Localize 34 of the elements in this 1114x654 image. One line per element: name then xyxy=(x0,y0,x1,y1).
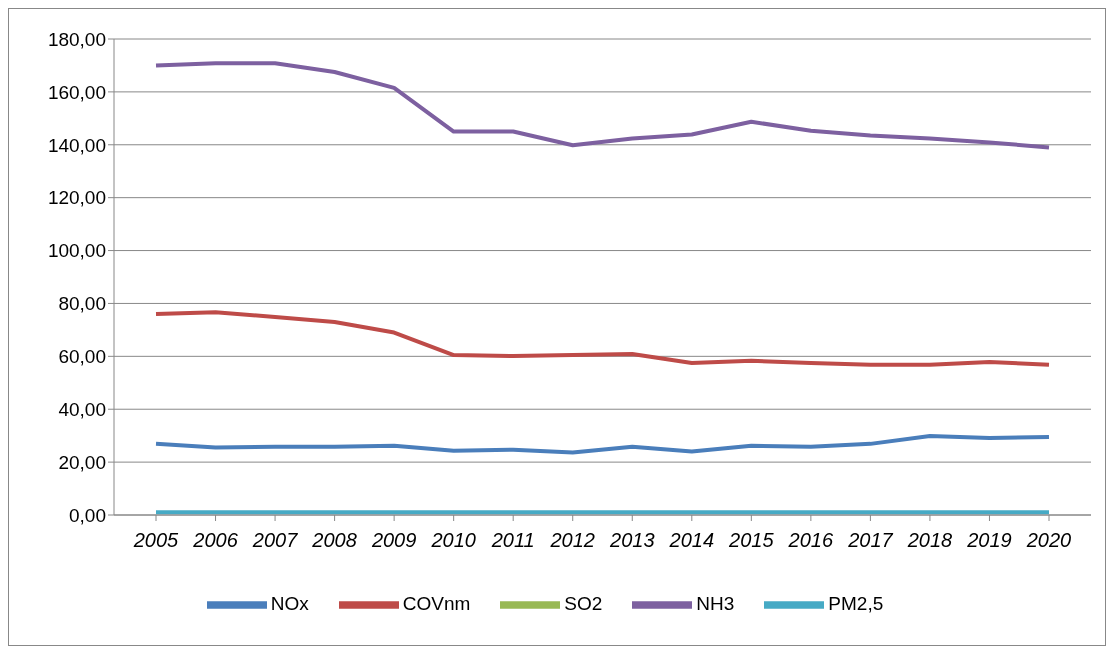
x-tick-label: 2016 xyxy=(787,529,834,552)
x-tick-label: 2015 xyxy=(728,529,775,552)
x-tick-label: 2012 xyxy=(549,529,595,552)
x-tick-label: 2006 xyxy=(192,529,239,552)
x-tick-label: 2005 xyxy=(132,529,180,552)
x-tick-label: 2010 xyxy=(430,529,476,552)
legend-label: NH3 xyxy=(696,593,735,615)
legend-label: SO2 xyxy=(564,593,603,615)
legend-label: NOx xyxy=(270,593,309,615)
y-tick-label: 20,00 xyxy=(58,451,106,473)
y-tick-label: 80,00 xyxy=(58,293,106,315)
y-tick-label: 40,00 xyxy=(58,398,106,420)
x-tick-label: 2019 xyxy=(966,529,1012,552)
x-tick-label: 2014 xyxy=(668,529,715,552)
x-tick-label: 2009 xyxy=(370,529,417,552)
legend-label: COVnm xyxy=(402,593,471,615)
x-tick-label: 2020 xyxy=(1025,529,1072,552)
x-tick-label: 2018 xyxy=(906,529,953,552)
y-tick-label: 160,00 xyxy=(47,81,106,103)
y-tick-label: 180,00 xyxy=(47,28,106,50)
line-series xyxy=(154,310,1051,367)
line-series xyxy=(154,433,1051,455)
line-series xyxy=(154,61,1051,150)
x-tick-label: 2007 xyxy=(251,529,299,552)
x-tick-label: 2017 xyxy=(847,529,894,552)
y-tick-label: 120,00 xyxy=(47,187,106,209)
y-tick-label: 0,00 xyxy=(69,504,106,526)
y-tick-label: 60,00 xyxy=(58,346,106,368)
x-tick-label: 2013 xyxy=(609,529,655,552)
x-tick-label: 2011 xyxy=(490,529,535,552)
y-tick-label: 100,00 xyxy=(47,240,106,262)
y-tick-label: 140,00 xyxy=(47,134,106,156)
x-tick-label: 2008 xyxy=(311,529,357,552)
legend-label: PM2,5 xyxy=(828,593,884,615)
